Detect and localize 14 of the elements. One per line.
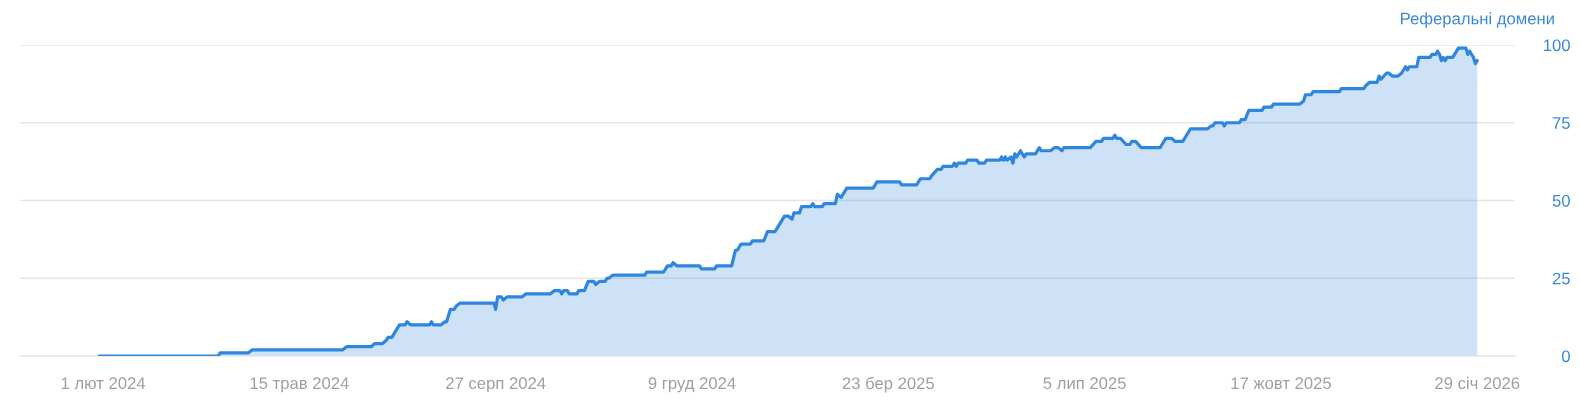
- x-tick-label: 23 бер 2025: [842, 376, 934, 393]
- x-tick-label: 15 трав 2024: [250, 377, 349, 393]
- y-tick-label: 100: [1544, 39, 1570, 52]
- x-tick-label: 29 січ 2026: [1435, 376, 1520, 390]
- x-tick-label: 1 лют 2024: [61, 377, 146, 390]
- y-axis-title: Реферальні домени: [1401, 12, 1554, 28]
- y-tick-label: 25: [1552, 272, 1570, 285]
- x-tick-label: 5 лип 2025: [1043, 377, 1126, 390]
- y-tick-label: 0: [1561, 350, 1570, 363]
- x-tick-label: 27 серп 2024: [446, 377, 546, 393]
- x-tick-label: 9 груд 2024: [648, 377, 736, 393]
- y-tick-label: 75: [1552, 117, 1570, 129]
- x-tick-label: 17 жовт 2025: [1231, 377, 1331, 390]
- y-tick-label: 50: [1552, 194, 1570, 207]
